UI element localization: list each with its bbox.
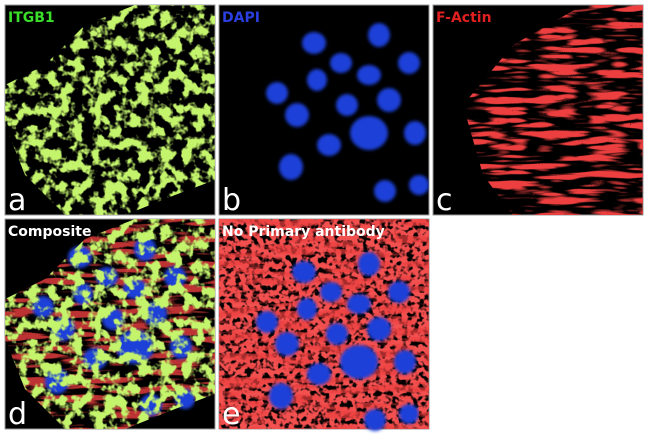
panel-label: F-Actin: [436, 10, 492, 26]
panel-d: Composite d: [4, 218, 216, 432]
panel-b: DAPI b: [218, 4, 430, 218]
panel-e: No Primary antibody e: [218, 218, 430, 432]
panel-a: ITGB1 a: [4, 4, 216, 218]
panel-letter: e: [222, 397, 240, 432]
panel-label: No Primary antibody: [222, 224, 385, 240]
actin-fibers: [219, 219, 429, 429]
panel-label: ITGB1: [8, 10, 55, 26]
panel-frame: [218, 4, 430, 216]
panel-letter: c: [436, 183, 453, 218]
panel-letter: b: [222, 183, 241, 218]
panel-letter: d: [8, 397, 27, 432]
panel-label: DAPI: [222, 10, 260, 26]
panel-letter: a: [8, 183, 26, 218]
panel-c: F-Actin c: [432, 4, 644, 218]
panel-label: Composite: [8, 224, 91, 240]
